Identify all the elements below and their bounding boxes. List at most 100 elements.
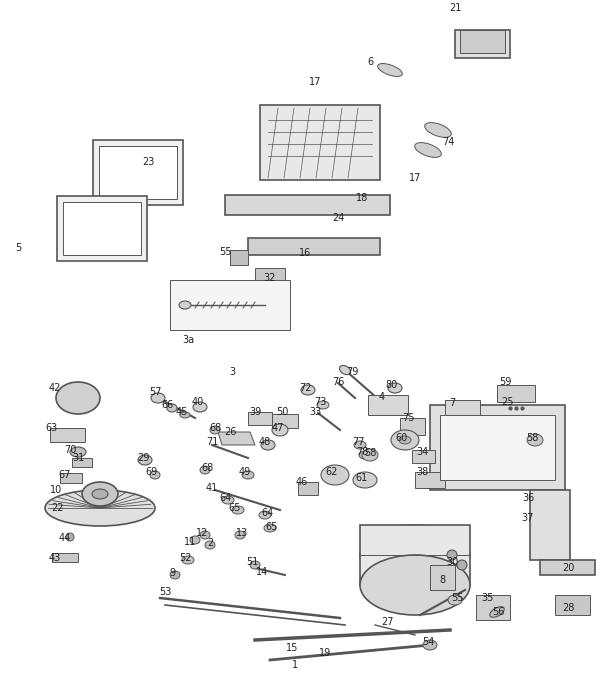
- Polygon shape: [430, 565, 455, 590]
- Polygon shape: [99, 145, 177, 198]
- Ellipse shape: [340, 366, 350, 375]
- Ellipse shape: [167, 404, 177, 412]
- Ellipse shape: [301, 385, 315, 395]
- Text: 20: 20: [562, 563, 574, 573]
- Polygon shape: [540, 560, 595, 575]
- Ellipse shape: [193, 402, 207, 412]
- Text: 5: 5: [15, 243, 21, 253]
- Ellipse shape: [391, 430, 419, 450]
- Ellipse shape: [138, 455, 152, 465]
- Ellipse shape: [182, 556, 194, 564]
- Text: 49: 49: [239, 467, 251, 477]
- Polygon shape: [460, 30, 505, 53]
- Text: 10: 10: [50, 485, 62, 495]
- Text: 39: 39: [249, 407, 261, 417]
- Text: 29: 29: [137, 453, 149, 463]
- Text: 42: 42: [49, 383, 61, 393]
- Ellipse shape: [527, 434, 543, 446]
- Ellipse shape: [448, 595, 462, 605]
- Text: 50: 50: [276, 407, 288, 417]
- Text: 73: 73: [314, 397, 326, 407]
- Text: 41: 41: [206, 483, 218, 493]
- Text: 51: 51: [246, 557, 258, 567]
- Text: 65: 65: [229, 503, 241, 513]
- Text: 35: 35: [482, 593, 494, 603]
- Text: 52: 52: [179, 553, 191, 563]
- Polygon shape: [72, 458, 92, 467]
- Text: 80: 80: [386, 380, 398, 390]
- Text: 14: 14: [256, 567, 268, 577]
- Ellipse shape: [261, 440, 275, 450]
- Ellipse shape: [232, 506, 244, 514]
- Text: 62: 62: [326, 467, 338, 477]
- Polygon shape: [430, 405, 565, 490]
- Bar: [170, 280, 290, 330]
- Text: 3a: 3a: [182, 335, 194, 345]
- Ellipse shape: [45, 490, 155, 526]
- Text: 30: 30: [446, 557, 458, 567]
- Polygon shape: [52, 553, 78, 562]
- Polygon shape: [412, 450, 435, 463]
- Text: 55: 55: [219, 247, 231, 257]
- Ellipse shape: [360, 555, 470, 615]
- Polygon shape: [400, 418, 425, 435]
- Text: 16: 16: [299, 248, 311, 258]
- Polygon shape: [63, 202, 141, 255]
- Text: 55: 55: [451, 593, 463, 603]
- Text: 44: 44: [59, 533, 71, 543]
- Text: 4: 4: [379, 392, 385, 402]
- Text: 78: 78: [356, 447, 368, 457]
- Text: 33: 33: [309, 407, 321, 417]
- Ellipse shape: [70, 447, 86, 457]
- Ellipse shape: [82, 482, 118, 506]
- Text: 74: 74: [442, 137, 454, 147]
- Text: 71: 71: [206, 437, 218, 447]
- Text: 38: 38: [416, 467, 428, 477]
- Text: 9: 9: [169, 568, 175, 578]
- Text: 3: 3: [229, 367, 235, 377]
- Polygon shape: [50, 428, 85, 442]
- Text: 60: 60: [396, 433, 408, 443]
- Text: 79: 79: [346, 367, 358, 377]
- Polygon shape: [260, 105, 380, 180]
- Text: 24: 24: [332, 213, 344, 223]
- Ellipse shape: [377, 64, 403, 77]
- Text: 64: 64: [219, 493, 231, 503]
- Ellipse shape: [423, 640, 437, 650]
- Ellipse shape: [222, 496, 234, 504]
- Text: 31: 31: [72, 453, 84, 463]
- Text: 18: 18: [356, 193, 368, 203]
- Ellipse shape: [457, 560, 467, 570]
- Polygon shape: [218, 432, 255, 445]
- Ellipse shape: [180, 412, 190, 418]
- Text: 68: 68: [201, 463, 213, 473]
- Ellipse shape: [363, 527, 467, 583]
- Polygon shape: [60, 473, 82, 483]
- Ellipse shape: [179, 301, 191, 309]
- Ellipse shape: [200, 466, 210, 474]
- Polygon shape: [360, 525, 470, 585]
- Text: 8: 8: [439, 575, 445, 585]
- Text: 13: 13: [236, 528, 248, 538]
- Text: 66: 66: [162, 400, 174, 410]
- Text: 37: 37: [522, 513, 534, 523]
- Text: 58: 58: [526, 433, 538, 443]
- Text: 43: 43: [49, 553, 61, 563]
- Polygon shape: [255, 268, 285, 285]
- Text: 25: 25: [502, 397, 514, 407]
- Ellipse shape: [210, 426, 220, 434]
- Text: 11: 11: [184, 537, 196, 547]
- Text: 47: 47: [272, 423, 284, 433]
- Text: 65: 65: [266, 522, 278, 532]
- Text: 40: 40: [192, 397, 204, 407]
- Text: 69: 69: [146, 467, 158, 477]
- Text: 32: 32: [264, 273, 276, 283]
- Polygon shape: [93, 140, 183, 205]
- Text: 48: 48: [259, 437, 271, 447]
- Ellipse shape: [66, 533, 74, 541]
- Text: 58: 58: [364, 448, 376, 458]
- Text: 17: 17: [409, 173, 421, 183]
- Ellipse shape: [425, 123, 451, 138]
- Ellipse shape: [360, 525, 470, 585]
- Ellipse shape: [200, 531, 210, 539]
